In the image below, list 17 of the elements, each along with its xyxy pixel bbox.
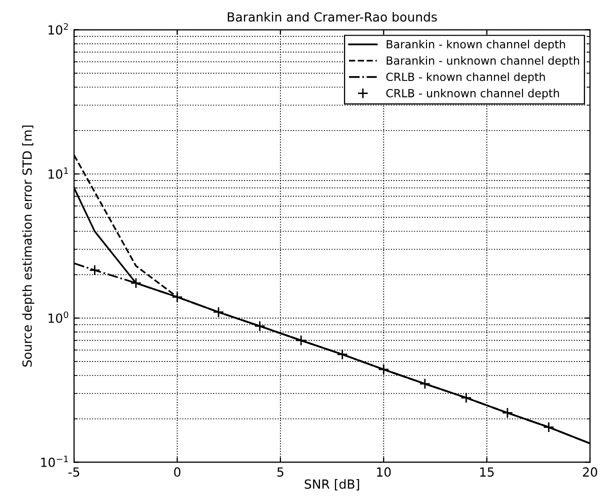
x-axis-title: SNR [dB] [304, 479, 360, 490]
legend-label: CRLB - known channel depth [386, 72, 545, 84]
x-tick-label: 20 [582, 467, 598, 477]
legend-label: Barankin - known channel depth [386, 40, 565, 51]
x-tick-label: 5 [277, 467, 284, 477]
y-tick-label: 10$^{−1}$ [41, 456, 68, 468]
y-tick-label: 10$^{0}$ [48, 311, 68, 323]
legend-label: Barankin - unknown channel depth [386, 56, 580, 67]
legend-label: CRLB - unknown channel depth [386, 88, 559, 100]
x-tick-label: 0 [174, 467, 180, 477]
y-tick-label: 10$^{2}$ [48, 23, 68, 35]
y-tick-label: 10$^{1}$ [48, 167, 68, 179]
x-tick-label: -5 [68, 467, 80, 477]
y-axis-title: Source depth estimation error STD [m] [22, 126, 34, 367]
x-tick-label: 15 [480, 467, 494, 477]
x-tick-label: 10 [377, 467, 391, 477]
chart-title: Barankin and Cramer-Rao bounds [228, 12, 437, 22]
